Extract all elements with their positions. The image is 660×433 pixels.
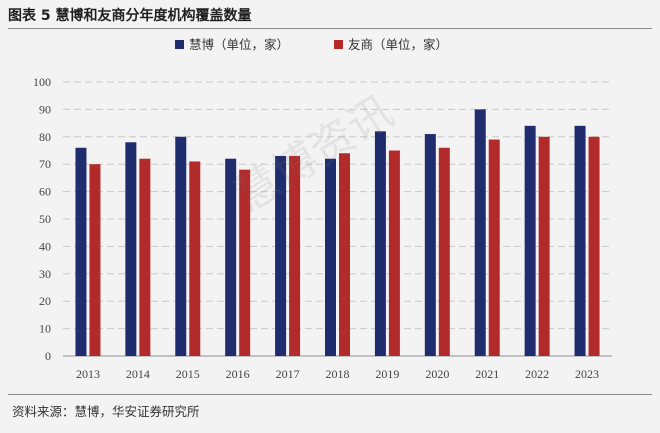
source-note: 资料来源：慧博，华安证券研究所 [12,404,200,419]
legend-swatch-huibo [175,40,184,49]
bar-competitor [588,136,600,356]
x-tick-label: 2013 [76,367,100,381]
bar-competitor [289,155,301,356]
bar-huibo [75,147,87,356]
bar-huibo [275,155,287,356]
bar-huibo [474,109,486,357]
bar-competitor [339,153,350,356]
y-tick-label: 60 [39,185,51,199]
bar-competitor [189,161,201,356]
bar-huibo [175,136,187,356]
x-tick-label: 2021 [475,367,499,381]
x-tick-label: 2018 [326,367,350,381]
y-tick-label: 0 [45,349,51,363]
figure-header: 图表 5 慧博和友商分年度机构覆盖数量 [0,0,660,30]
bar-competitor [538,136,550,356]
x-tick-label: 2014 [126,367,150,381]
bar-chart: 0 10 20 30 40 50 60 70 80 90 100 2013 2014 2015 2016 20… [33,37,612,381]
bar-competitor [488,139,500,356]
bar-huibo [225,158,237,356]
legend-label-competitor: 友商（单位，家） [348,37,448,52]
bar-huibo [424,134,436,356]
bar-huibo [374,131,386,356]
y-tick-label: 20 [39,294,51,308]
x-tick-label: 2019 [375,367,399,381]
title-divider [8,28,652,29]
bar-competitor [139,158,151,356]
bar-huibo [325,158,336,356]
x-tick-label: 2015 [176,367,200,381]
x-tick-label: 2023 [575,367,599,381]
bar-competitor [388,150,400,356]
y-tick-label: 70 [39,157,51,171]
legend-label-huibo: 慧博（单位，家） [189,37,289,52]
bar-competitor [438,147,450,356]
y-tick-label: 80 [39,130,51,144]
footer-divider [8,394,652,395]
y-tick-label: 30 [39,267,51,281]
y-tick-label: 50 [39,212,51,226]
bar-competitor [89,164,101,356]
y-tick-label: 90 [39,102,51,116]
bar-huibo [574,125,586,356]
figure-title: 图表 5 慧博和友商分年度机构覆盖数量 [8,8,252,24]
y-tick-label: 100 [33,75,51,89]
legend-swatch-competitor [334,40,343,49]
bar-huibo [524,125,536,356]
y-tick-label: 40 [39,239,51,253]
bar-huibo [125,142,137,356]
x-tick-label: 2022 [525,367,549,381]
x-tick-label: 2017 [276,367,300,381]
x-tick-label: 2016 [226,367,250,381]
x-tick-label: 2020 [425,367,449,381]
bar-competitor [239,169,251,356]
y-tick-label: 10 [39,322,51,336]
